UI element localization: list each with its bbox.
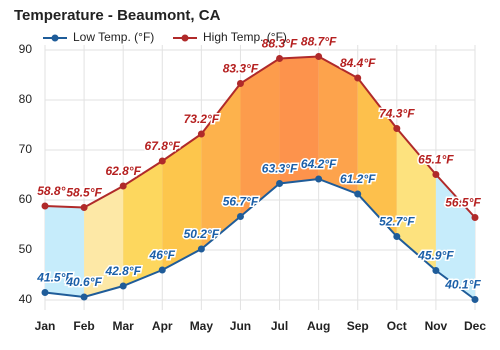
data-label: 74.3°F [379, 107, 415, 121]
data-point [197, 245, 205, 253]
range-fill [84, 186, 124, 297]
data-point [236, 213, 244, 220]
data-point [354, 190, 362, 198]
data-point [471, 214, 479, 221]
x-tick-label: Oct [387, 319, 407, 333]
data-point [41, 202, 49, 210]
data-point [276, 55, 284, 62]
legend-label: Low Temp. (°F) [73, 30, 154, 44]
data-label: 56.5°F [445, 196, 481, 210]
data-point [315, 53, 323, 60]
range-fill [123, 161, 163, 286]
data-label: 88.3°F [262, 37, 298, 51]
data-point [41, 289, 49, 296]
data-label: 73.2°F [184, 112, 220, 126]
data-label: 84.4°F [340, 56, 376, 70]
data-label: 52.7°F [379, 215, 415, 229]
data-point [119, 182, 127, 190]
data-label: 46°F [149, 248, 176, 262]
data-label: 40.1°F [444, 278, 481, 292]
data-label: 88.7°F [301, 35, 337, 49]
data-point [432, 267, 440, 274]
data-point [236, 80, 244, 87]
data-label: 83.3°F [223, 62, 259, 76]
range-fill [318, 56, 358, 194]
y-tick-label: 40 [19, 292, 33, 306]
data-label: 41.5°F [36, 271, 73, 285]
data-point [158, 157, 166, 165]
x-tick-label: Jun [230, 319, 251, 333]
range-fill [279, 56, 319, 184]
data-point [315, 175, 323, 183]
y-tick-label: 90 [19, 42, 33, 56]
data-label: 61.2°F [340, 172, 376, 186]
x-tick-label: Dec [464, 319, 486, 333]
y-tick-label: 60 [19, 192, 33, 206]
x-tick-label: Apr [152, 319, 173, 333]
range-fill [357, 78, 397, 237]
x-tick-label: Feb [73, 319, 94, 333]
data-label: 58.5°F [66, 186, 102, 200]
data-label: 67.8°F [145, 139, 181, 153]
x-tick-label: Nov [425, 319, 448, 333]
series-line [44, 55, 476, 219]
legend-marker [51, 34, 59, 42]
data-point [158, 266, 166, 274]
data-point [119, 282, 127, 290]
data-point [80, 204, 88, 211]
y-tick-label: 50 [19, 242, 33, 256]
legend-label: High Temp. (°F) [203, 30, 287, 44]
x-tick-label: Aug [307, 319, 330, 333]
data-point [276, 180, 284, 187]
data-label: 56.7°F [223, 195, 259, 209]
data-point [80, 293, 88, 301]
range-fill [162, 134, 202, 270]
data-point [197, 130, 205, 138]
range-fill [201, 83, 241, 249]
data-label: 45.9°F [417, 249, 454, 263]
legend-marker [181, 34, 189, 42]
data-point [471, 296, 479, 303]
y-tick-label: 70 [19, 142, 33, 156]
data-point [393, 125, 401, 132]
x-tick-label: Mar [113, 319, 135, 333]
data-label: 63.3°F [262, 162, 298, 176]
chart-title: Temperature - Beaumont, CA [14, 7, 221, 24]
x-tick-label: Jul [271, 319, 288, 333]
data-label: 64.2°F [301, 157, 337, 171]
range-fill [45, 206, 85, 297]
data-label: 42.8°F [104, 264, 141, 278]
data-label: 65.1°F [418, 153, 454, 167]
x-tick-label: Sep [347, 319, 369, 333]
x-tick-label: Jan [35, 319, 56, 333]
data-point [393, 233, 401, 240]
range-fill [240, 58, 280, 217]
range-fill [435, 174, 475, 300]
y-tick-label: 80 [19, 92, 33, 106]
data-label: 58.8°F [37, 184, 73, 198]
data-label: 50.2°F [184, 227, 220, 241]
data-label: 62.8°F [105, 164, 141, 178]
data-point [432, 171, 440, 178]
x-tick-label: May [190, 319, 214, 333]
data-label: 40.6°F [65, 275, 102, 289]
data-point [354, 74, 362, 82]
series-line [44, 177, 476, 301]
